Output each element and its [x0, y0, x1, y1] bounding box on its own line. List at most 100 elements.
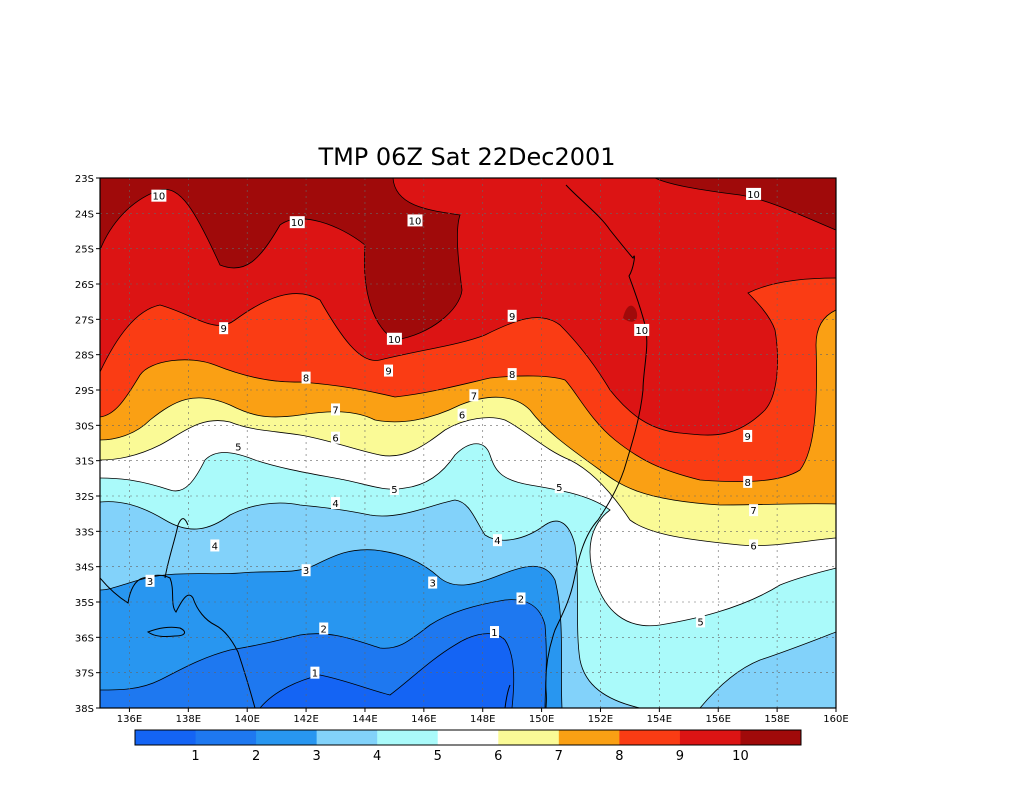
- contour-label-text: 8: [744, 478, 750, 489]
- contour-4: [699, 631, 836, 708]
- contour-label: 8: [743, 475, 753, 489]
- lat-tick-label: 36S: [75, 633, 94, 644]
- lat-tick-label: 25S: [75, 245, 94, 256]
- contour-label-bg: [233, 440, 243, 453]
- lat-tick-label: 26S: [75, 280, 94, 291]
- contour-label-bg: [457, 408, 467, 421]
- contour-label-bg: [507, 309, 517, 322]
- colorbar-label: 5: [434, 749, 442, 764]
- colorbar-swatch: [679, 730, 741, 745]
- contour-label-bg: [746, 187, 762, 200]
- contour-label: 3: [145, 574, 155, 588]
- lat-tick-label: 28S: [75, 351, 94, 362]
- contour-label-bg: [331, 431, 341, 444]
- contour-5: [100, 443, 836, 627]
- colorbar-swatch: [316, 730, 378, 745]
- contour-label-bg: [319, 622, 329, 635]
- contour-label: 10: [746, 187, 762, 201]
- temperature-field: [100, 178, 836, 708]
- contour-label-text: 4: [212, 541, 218, 552]
- contour-label-text: 5: [697, 617, 703, 628]
- lat-tick-label: 33S: [75, 527, 94, 538]
- contour-label: 10: [634, 323, 650, 337]
- contour-lines: [100, 178, 836, 708]
- coastline-spencer-gulf: [164, 518, 189, 579]
- colorbar-label: 1: [191, 749, 199, 764]
- colorbar-label: 4: [373, 749, 381, 764]
- contour-label-text: 9: [509, 312, 515, 323]
- colorbar-swatch: [195, 730, 257, 745]
- contour-label: 9: [384, 364, 394, 378]
- colorbar-label: 9: [676, 749, 684, 764]
- contour-label-text: 4: [494, 536, 500, 547]
- contour-label-text: 1: [491, 628, 497, 639]
- coastline-tasmania-north: [504, 684, 511, 708]
- contour-label: 3: [428, 576, 438, 590]
- contour-label-bg: [428, 576, 438, 589]
- contour-label-bg: [749, 504, 759, 517]
- contour-label-text: 10: [153, 192, 166, 203]
- lon-tick-label: 160E: [823, 714, 848, 725]
- contour-label-text: 10: [409, 216, 422, 227]
- band-10-plus: [100, 178, 462, 340]
- contour-label-text: 2: [518, 594, 524, 605]
- contour-label-text: 7: [750, 506, 756, 517]
- contour-label-bg: [151, 189, 167, 202]
- contour-label-text: 9: [220, 324, 226, 335]
- contour-4: [100, 499, 641, 708]
- contour-label-bg: [301, 564, 311, 577]
- colorbar-swatch: [256, 730, 318, 745]
- contour-label-bg: [507, 368, 517, 381]
- band-below-4: [700, 632, 836, 708]
- colorbar-label: 6: [494, 749, 502, 764]
- colorbar-label: 7: [555, 749, 563, 764]
- lat-tick-label: 31S: [75, 457, 94, 468]
- contour-label: 8: [301, 371, 311, 385]
- contour-label-bg: [301, 371, 311, 384]
- contour-label-bg: [743, 429, 753, 442]
- contour-label-bg: [696, 615, 706, 628]
- colorbar-swatch: [135, 730, 197, 745]
- lat-tick-label: 30S: [75, 421, 94, 432]
- contour-label: 2: [319, 622, 329, 636]
- colorbar-swatch: [377, 730, 439, 745]
- contour-label-text: 3: [429, 579, 435, 590]
- lon-tick-label: 152E: [588, 714, 613, 725]
- contour-label-text: 3: [303, 566, 309, 577]
- contour-label: 8: [507, 368, 517, 381]
- contour-label: 4: [210, 539, 220, 552]
- contour-label-text: 8: [303, 374, 309, 385]
- latitude-axis: 23S 24S 25S 26S 27S 28S 29S 30S 31S 32S 33S 34S 35S 3…: [75, 174, 100, 715]
- colorbar-label: 8: [615, 749, 623, 764]
- contour-label: 1: [489, 626, 499, 639]
- contour-label-text: 6: [459, 411, 465, 422]
- contour-label-text: 5: [556, 483, 562, 494]
- lat-tick-label: 37S: [75, 669, 94, 680]
- lon-tick-label: 158E: [764, 714, 789, 725]
- lat-tick-label: 32S: [75, 492, 94, 503]
- colorbar-swatch: [558, 730, 620, 745]
- contour-label: 5: [233, 440, 243, 454]
- contour-label-text: 9: [385, 367, 391, 378]
- contour-label-bg: [634, 323, 650, 336]
- contour-label-text: 10: [747, 190, 760, 201]
- contour-label: 6: [457, 408, 467, 422]
- contour-label-bg: [331, 497, 341, 510]
- lat-tick-label: 27S: [75, 315, 94, 326]
- coastline-south-australia: [100, 574, 256, 708]
- contour-label-bg: [469, 389, 479, 402]
- lat-tick-label: 35S: [75, 598, 94, 609]
- lon-tick-label: 140E: [234, 714, 259, 725]
- contour-label: 10: [386, 332, 402, 346]
- colorbar-label: 3: [312, 749, 320, 764]
- contour-7: [100, 396, 836, 506]
- lon-tick-label: 156E: [706, 714, 731, 725]
- colorbar-label: 2: [252, 749, 260, 764]
- lat-tick-label: 38S: [75, 704, 94, 715]
- coastline: [100, 184, 648, 708]
- contour-label: 7: [469, 389, 479, 402]
- contour-label-text: 2: [321, 625, 327, 636]
- lat-tick-label: 34S: [75, 563, 94, 574]
